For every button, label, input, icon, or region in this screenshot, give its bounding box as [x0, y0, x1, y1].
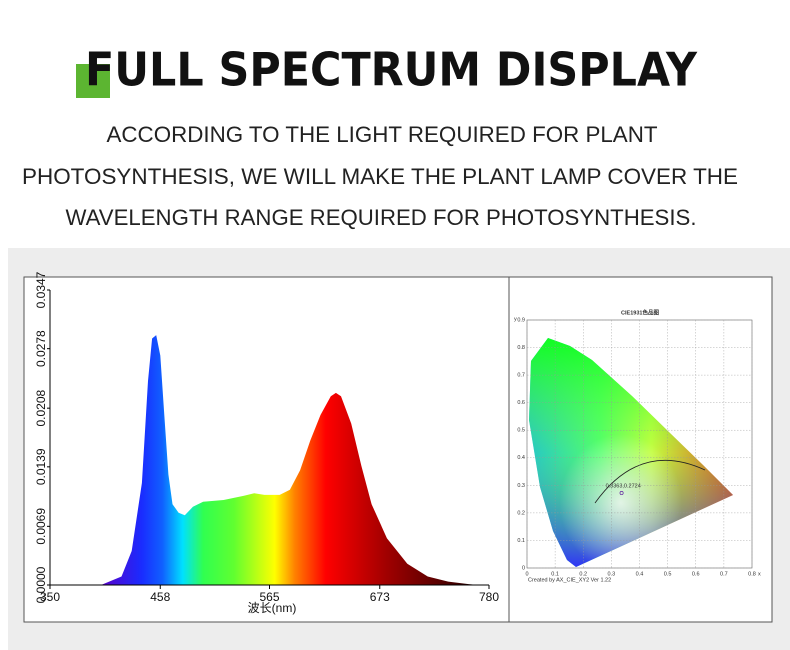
y-tick-label: 0.3 [517, 483, 525, 489]
x-tick-label: 0.2 [579, 571, 587, 577]
y-tick-label: 0.0139 [34, 448, 48, 485]
y-axis-label: y [514, 316, 517, 322]
description-line: ACCORDING TO THE LIGHT REQUIRED FOR PLAN… [107, 122, 658, 147]
y-tick-label: 0.0347 [34, 271, 48, 308]
title-badge [76, 64, 110, 98]
y-tick-label: 0.0000 [34, 566, 48, 603]
y-tick-label: 0.8 [517, 345, 525, 351]
y-tick-label: 0.7 [517, 373, 525, 379]
cie-gamut-white [529, 338, 733, 567]
x-tick-label: 350 [40, 590, 60, 604]
point-label: 0.3363,0.2724 [606, 483, 641, 489]
y-tick-label: 0.1 [517, 538, 525, 544]
x-tick-label: 458 [150, 590, 170, 604]
x-tick-label: 565 [259, 590, 279, 604]
x-tick-label: 673 [370, 590, 390, 604]
x-tick-label: 0.8 [748, 571, 756, 577]
y-tick-label: 0.9 [517, 317, 525, 323]
cie-footer: Created by AX_CIE_XY2 Ver 1.22 [528, 577, 611, 583]
chromaticity-point [619, 490, 624, 495]
x-tick-label: 780 [479, 590, 499, 604]
description-line: PHOTOSYNTHESIS, WE WILL MAKE THE PLANT L… [22, 164, 738, 189]
cie-title: CIE1931色品图 [621, 308, 659, 316]
y-tick-label: 0 [522, 565, 525, 571]
x-axis-label: x [758, 571, 761, 577]
y-tick-label: 0.2 [517, 510, 525, 516]
x-tick-label: 0.1 [551, 571, 559, 577]
y-tick-label: 0.6 [517, 400, 525, 406]
x-tick-label: 0 [525, 571, 528, 577]
y-tick-label: 0.5 [517, 428, 525, 434]
page-title: FULL SPECTRUM DISPLAY [85, 43, 698, 97]
planckian-locus [594, 459, 706, 504]
y-tick-label: 0.4 [517, 455, 525, 461]
y-tick-label: 0.0278 [34, 330, 48, 367]
x-tick-label: 0.5 [664, 571, 672, 577]
x-tick-label: 0.7 [720, 571, 728, 577]
y-tick-label: 0.0208 [34, 389, 48, 426]
spectrum-area [101, 335, 479, 585]
description-line: WAVELENGTH RANGE REQUIRED FOR PHOTOSYNTH… [66, 205, 697, 230]
x-tick-label: 0.3 [608, 571, 616, 577]
y-tick-label: 0.0069 [34, 508, 48, 545]
x-tick-label: 0.6 [692, 571, 700, 577]
x-axis-label: 波长(nm) [248, 601, 297, 615]
x-tick-label: 0.4 [636, 571, 644, 577]
